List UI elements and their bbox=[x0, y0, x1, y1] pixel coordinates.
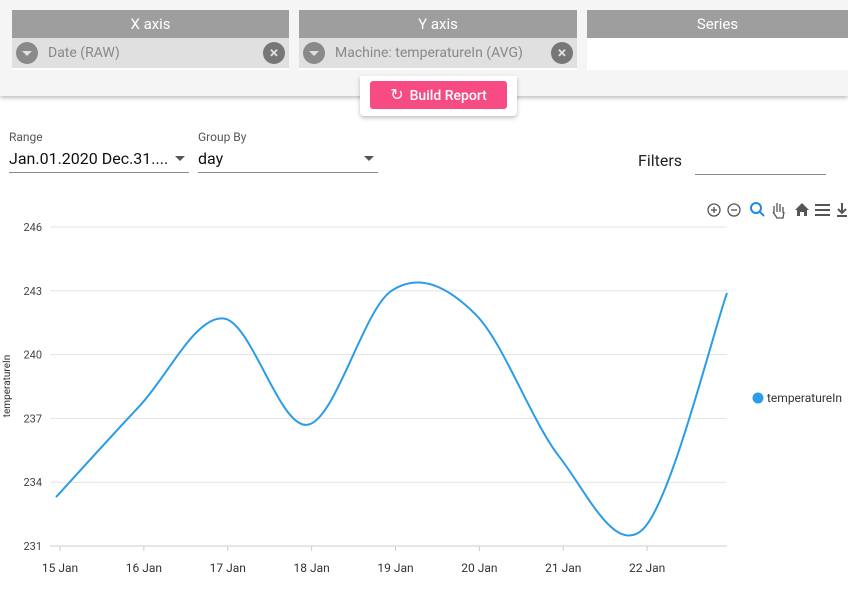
chip-remove[interactable]: × bbox=[551, 42, 573, 64]
y-tick-label: 231 bbox=[23, 540, 42, 553]
group-select[interactable]: day bbox=[198, 148, 378, 173]
y-axis-panel: Y axis Machine: temperatureIn (AVG) × bbox=[299, 10, 577, 70]
panel-title: X axis bbox=[12, 10, 289, 38]
x-tick-label: 20 Jan bbox=[461, 561, 497, 575]
zoom-out-icon[interactable] bbox=[727, 203, 741, 217]
y-tick-label: 234 bbox=[23, 476, 42, 489]
panel-body: Machine: temperatureIn (AVG) × bbox=[299, 38, 577, 70]
legend-marker bbox=[752, 392, 764, 404]
chip-dropdown[interactable] bbox=[303, 42, 325, 64]
legend-label: temperatureIn bbox=[767, 391, 842, 405]
y-tick-label: 243 bbox=[23, 285, 42, 298]
range-select[interactable]: Jan.01.2020 Dec.31.... bbox=[9, 148, 189, 173]
panel-body[interactable] bbox=[587, 38, 848, 70]
y-axis-title: temperatureIn bbox=[2, 355, 13, 418]
selection-zoom-icon[interactable] bbox=[750, 202, 765, 217]
download-icon[interactable] bbox=[837, 203, 847, 217]
x-axis-panel: X axis Date (RAW) × bbox=[12, 10, 289, 70]
panel-body: Date (RAW) × bbox=[12, 38, 289, 70]
y-tick-label: 240 bbox=[23, 349, 42, 362]
refresh-icon: ↻ bbox=[390, 85, 404, 104]
chip-label: Date (RAW) bbox=[48, 45, 120, 61]
chip[interactable]: Date (RAW) × bbox=[12, 38, 289, 68]
x-tick-label: 21 Jan bbox=[545, 561, 581, 575]
x-tick-label: 18 Jan bbox=[294, 561, 330, 575]
x-tick-label: 22 Jan bbox=[629, 561, 665, 575]
x-tick-label: 16 Jan bbox=[126, 561, 162, 575]
line-series bbox=[55, 281, 728, 537]
range-value: Jan.01.2020 Dec.31.... bbox=[9, 149, 169, 168]
button-label: Build Report bbox=[409, 88, 487, 104]
panel-title: Y axis bbox=[299, 10, 577, 38]
series-panel: Series bbox=[587, 10, 848, 70]
home-icon[interactable] bbox=[795, 203, 809, 216]
pan-icon[interactable] bbox=[772, 203, 785, 219]
build-report-button[interactable]: ↻ Build Report bbox=[370, 81, 507, 109]
filters-label: Filters bbox=[638, 151, 683, 170]
zoom-in-icon[interactable] bbox=[707, 203, 721, 217]
chip[interactable]: Machine: temperatureIn (AVG) × bbox=[299, 38, 577, 68]
filters-input[interactable] bbox=[695, 152, 826, 175]
x-tick-label: 15 Jan bbox=[42, 561, 78, 575]
chip-label: Machine: temperatureIn (AVG) bbox=[335, 45, 523, 61]
range-label: Range bbox=[9, 130, 43, 144]
y-tick-label: 237 bbox=[23, 412, 42, 425]
report-builder: X axis Date (RAW) × Y axis Machine: tempe… bbox=[0, 0, 848, 96]
chip-dropdown[interactable] bbox=[16, 42, 38, 64]
x-tick-label: 19 Jan bbox=[377, 561, 413, 575]
x-tick-label: 17 Jan bbox=[210, 561, 246, 575]
group-label: Group By bbox=[198, 130, 247, 144]
menu-icon[interactable] bbox=[815, 204, 830, 216]
y-tick-label: 246 bbox=[23, 221, 42, 234]
chip-remove[interactable]: × bbox=[263, 42, 285, 64]
group-value: day bbox=[198, 149, 224, 168]
chart: temperatureIn 231 234 237 240 243 246 15 Jan 16… bbox=[2, 202, 847, 575]
chart-toolbar bbox=[707, 202, 847, 219]
panel-title: Series bbox=[587, 10, 848, 38]
